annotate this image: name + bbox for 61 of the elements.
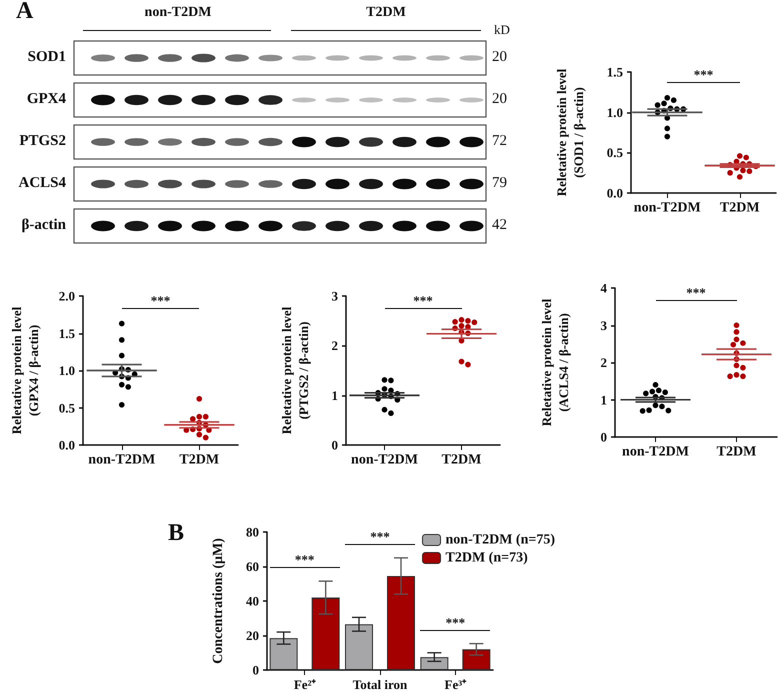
text: T2DM xyxy=(365,5,407,21)
text: kD xyxy=(494,22,510,38)
text: 20 xyxy=(492,49,507,66)
y-tick-label: 0.5 xyxy=(58,400,76,416)
y-tick-label: 1 xyxy=(332,388,338,403)
y-tick-label: 3 xyxy=(600,318,608,333)
text: 72 xyxy=(492,133,507,150)
y-tick-label: 2.0 xyxy=(58,288,75,304)
x-tick-label: Total iron xyxy=(352,677,408,692)
legend-label: T2DM (n=73) xyxy=(446,550,528,566)
text: GPX4 xyxy=(26,91,66,108)
x-tick-label: Fe²⁺ xyxy=(294,677,316,692)
chart-title: B xyxy=(168,520,184,546)
y-tick-label: 2 xyxy=(332,338,338,354)
text: 20 xyxy=(492,91,507,108)
annotation: *** xyxy=(444,614,466,631)
annotation: *** xyxy=(685,284,707,301)
x-tick-label: T2DM xyxy=(716,444,756,460)
annotation: *** xyxy=(369,528,391,545)
y-tick-label: 1.5 xyxy=(606,64,624,80)
y-axis-title: Reletative protein level (SOD1 / β-actin) xyxy=(554,68,586,196)
y-axis-title: Reletative protein level (GPX4 / β-actin) xyxy=(9,306,41,434)
annotation: *** xyxy=(692,66,714,83)
text: PTGS2 xyxy=(18,133,66,150)
y-tick-label: 0.0 xyxy=(58,438,75,452)
x-tick-label: non-T2DM xyxy=(351,452,418,468)
text: ACLS4 xyxy=(17,175,66,192)
y-axis-title: Reletative protein level (ACLS4 / β-actin) xyxy=(539,298,571,426)
text: β-actin xyxy=(20,217,66,234)
text: 79 xyxy=(492,175,507,192)
legend-label: non-T2DM (n=75) xyxy=(446,532,556,548)
y-tick-label: 3 xyxy=(332,288,338,304)
y-tick-label: 0.0 xyxy=(606,186,623,200)
y-tick-label: 1 xyxy=(600,392,607,408)
annotation: *** xyxy=(294,552,316,568)
y-tick-label: 80 xyxy=(246,524,259,540)
y-tick-label: 1.0 xyxy=(58,363,75,378)
text: non-T2DM xyxy=(144,5,212,21)
text: A xyxy=(16,0,34,25)
text: 42 xyxy=(492,217,507,234)
annotation: *** xyxy=(150,292,172,309)
y-tick-label: 0 xyxy=(252,662,259,678)
y-axis-title: Reletative protein level (PTGS2 / β-actin) xyxy=(279,306,311,434)
x-tick-label: non-T2DM xyxy=(622,444,689,460)
y-tick-label: 2 xyxy=(600,355,607,370)
y-tick-label: 40 xyxy=(246,594,259,608)
text: SOD1 xyxy=(26,49,66,66)
y-tick-label: 0 xyxy=(332,438,338,452)
y-tick-label: 0.5 xyxy=(606,145,624,160)
y-tick-label: 1.0 xyxy=(606,104,623,120)
x-tick-label: Fe³⁺ xyxy=(444,677,468,692)
y-tick-label: 1.5 xyxy=(58,326,76,341)
y-tick-label: 4 xyxy=(600,280,608,296)
y-axis-title: Concentrations (μM) xyxy=(211,538,226,664)
annotation: *** xyxy=(412,292,434,309)
y-tick-label: 20 xyxy=(246,628,259,643)
x-tick-label: T2DM xyxy=(442,452,482,468)
x-tick-label: non-T2DM xyxy=(88,452,156,468)
y-tick-label: 60 xyxy=(246,559,259,574)
x-tick-label: T2DM xyxy=(179,452,220,468)
y-tick-label: 0 xyxy=(600,430,607,444)
